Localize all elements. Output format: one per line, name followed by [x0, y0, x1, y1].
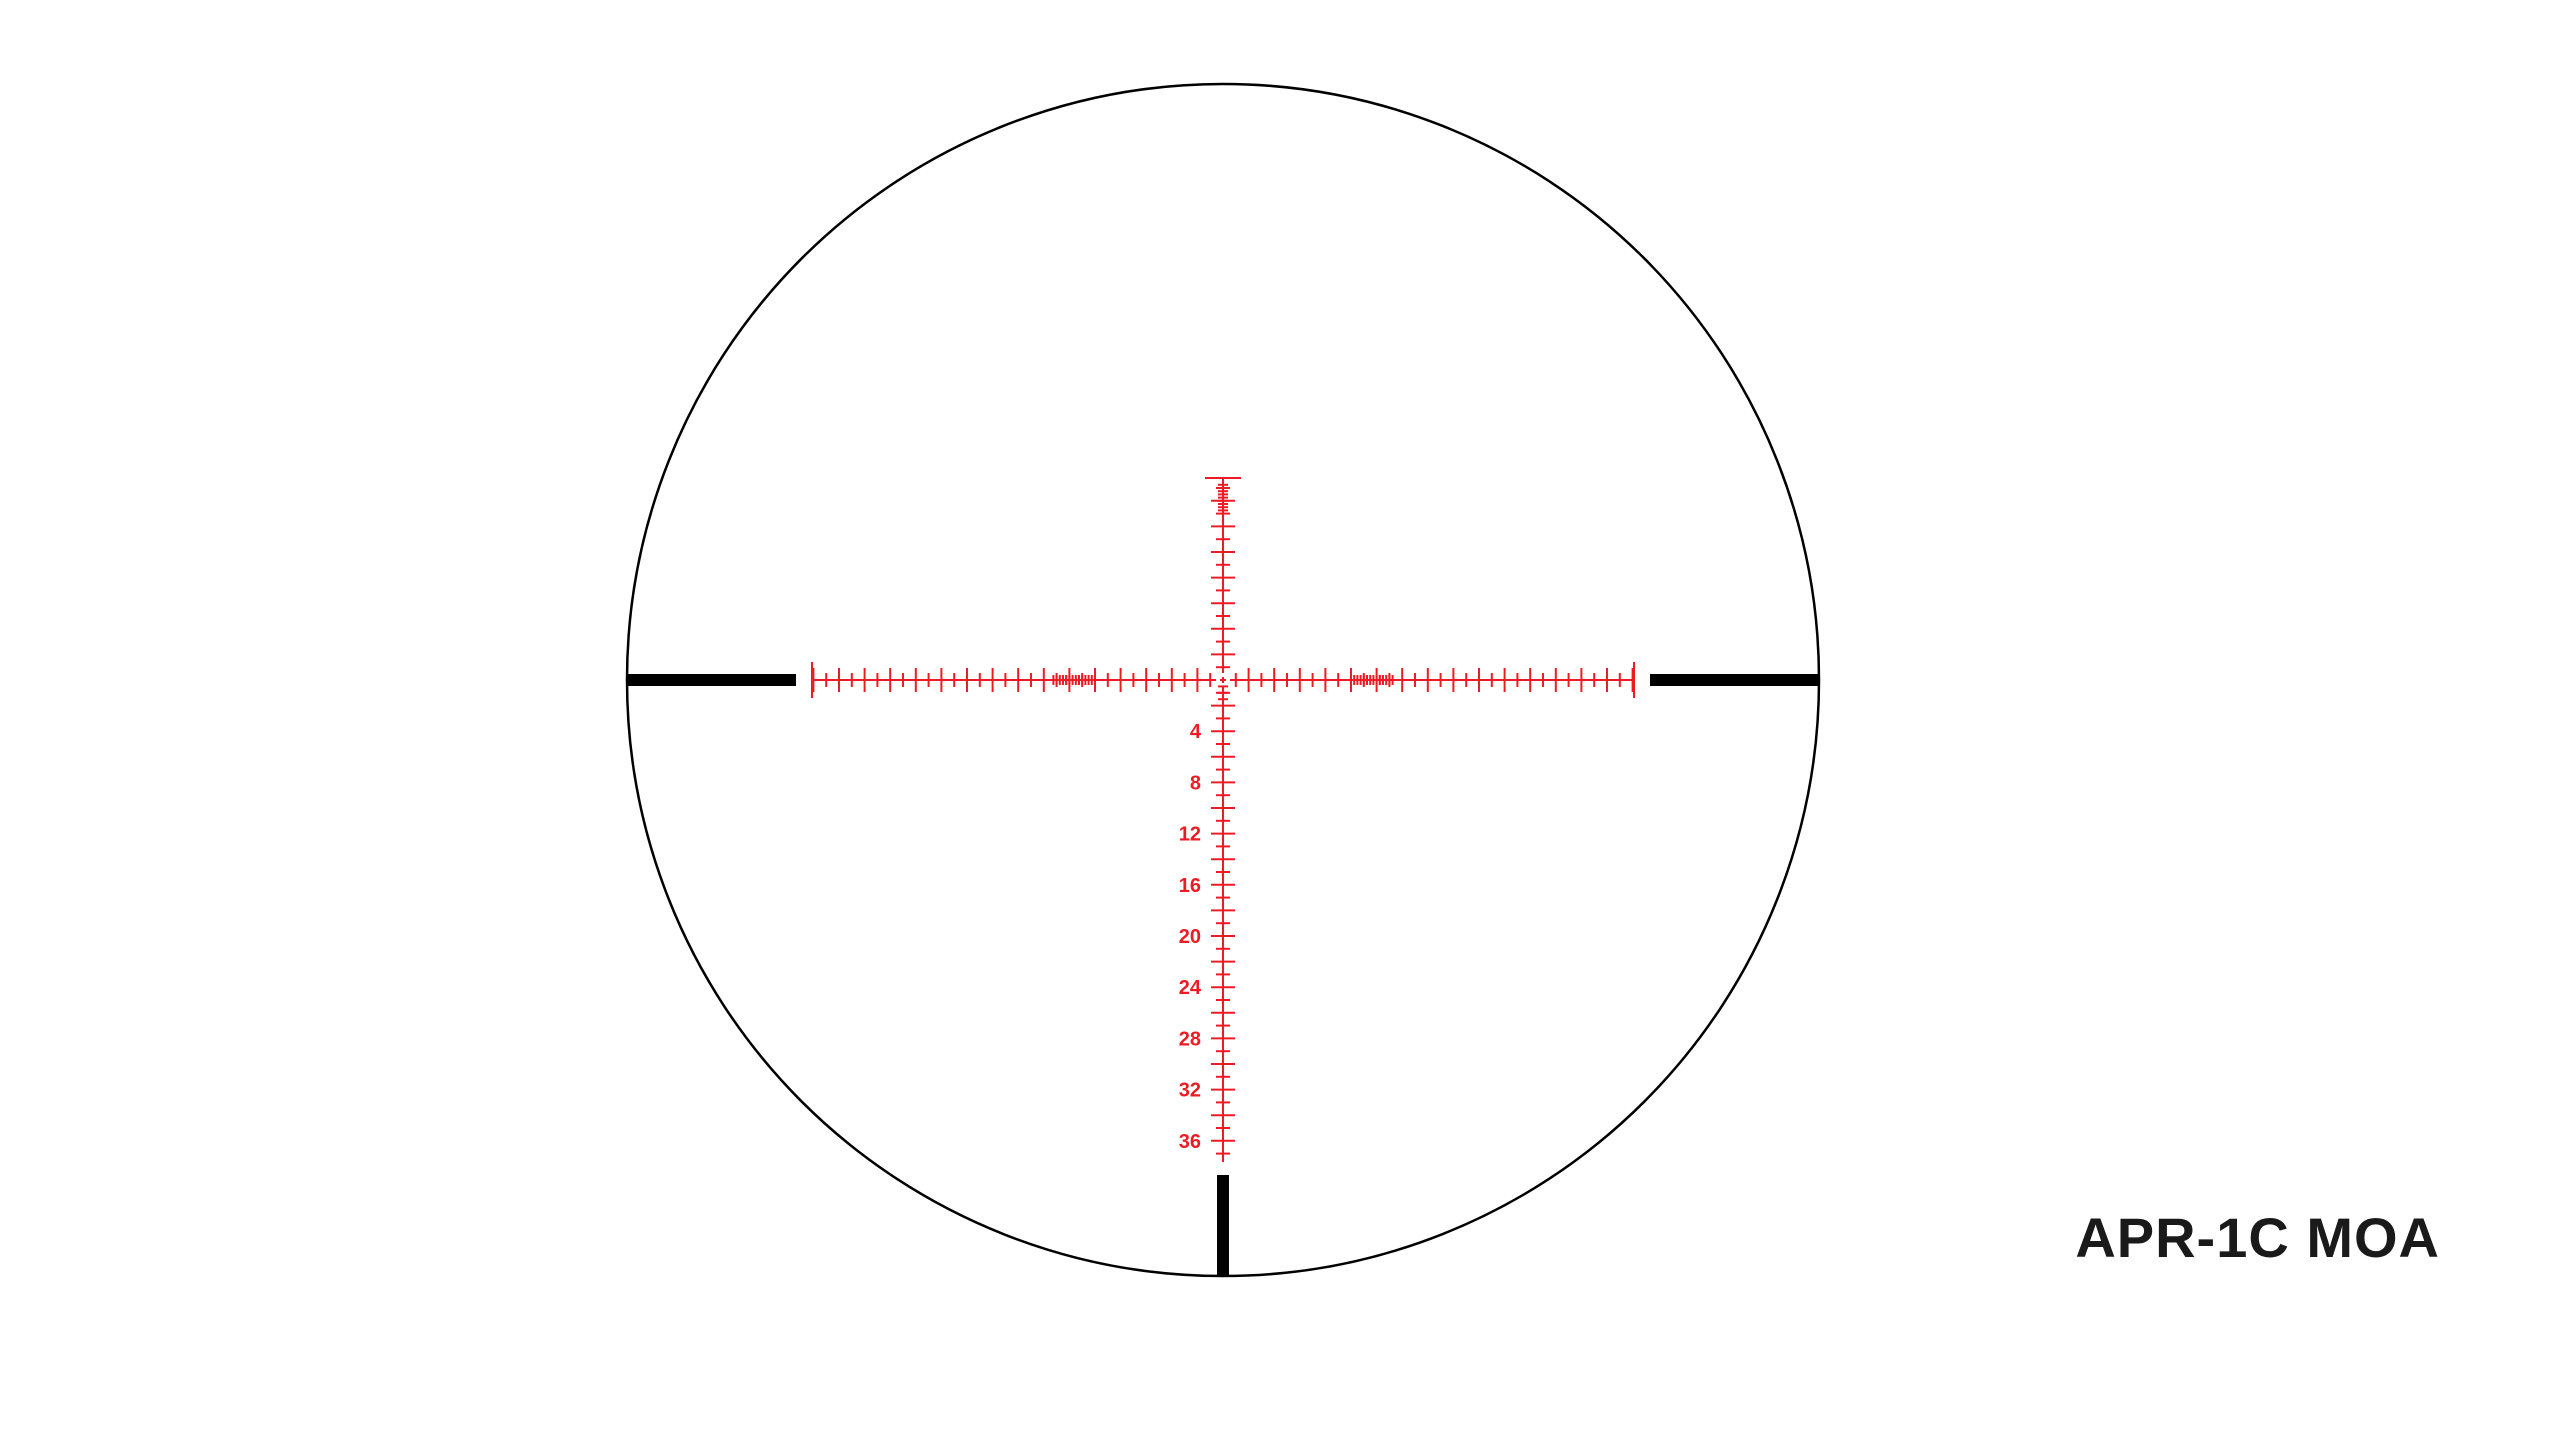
- svg-text:24: 24: [1179, 977, 1202, 999]
- svg-text:8: 8: [1190, 772, 1201, 794]
- svg-text:16: 16: [1179, 875, 1201, 897]
- svg-text:4: 4: [1190, 721, 1202, 743]
- svg-text:20: 20: [1179, 926, 1201, 948]
- svg-text:28: 28: [1179, 1028, 1201, 1050]
- svg-text:32: 32: [1179, 1080, 1201, 1102]
- svg-text:36: 36: [1179, 1131, 1201, 1153]
- reticle-name-label: APR-1C MOA: [2075, 1205, 2440, 1270]
- svg-text:12: 12: [1179, 824, 1201, 846]
